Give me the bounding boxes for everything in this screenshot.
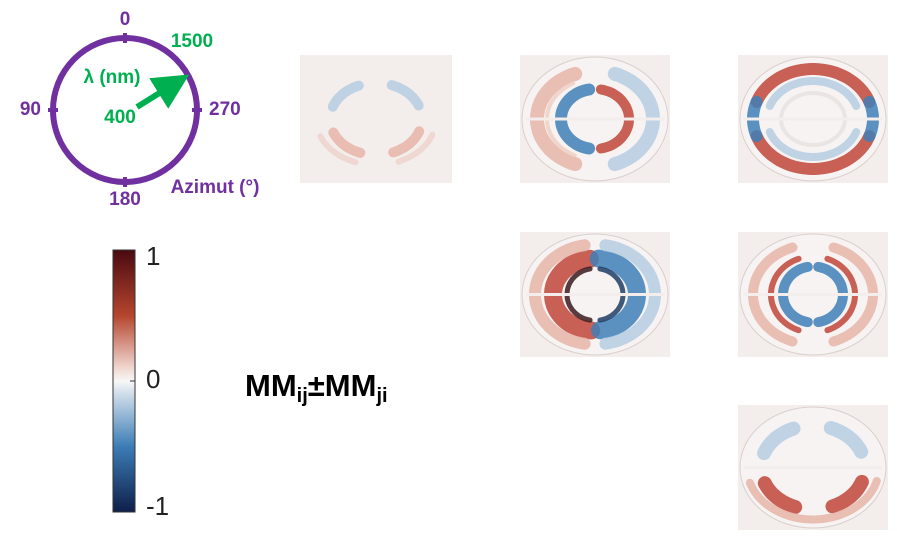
- azimuth-label: 0: [120, 9, 131, 30]
- azimuth-label: 270: [209, 99, 241, 120]
- azimuth-label: 180: [109, 189, 141, 210]
- heatmap-lobe: [327, 80, 364, 112]
- heatmap-lobe: [765, 128, 861, 161]
- heatmap-lobe: [745, 477, 881, 524]
- colorbar-label: 1: [146, 241, 160, 271]
- wavelength-start: 400: [104, 107, 136, 128]
- heatmap-lobe: [765, 77, 861, 110]
- colorbar-label: 0: [146, 364, 160, 394]
- heatmap-lobe: [750, 63, 876, 108]
- label-mid: ±MM: [308, 368, 377, 403]
- colorbar-label: -1: [146, 491, 169, 521]
- heatmap-panel: [738, 232, 888, 357]
- label-sub: ji: [375, 385, 387, 407]
- heatmap-panel: [738, 405, 888, 530]
- wavelength-title: λ (nm): [84, 67, 141, 88]
- azimuth-label: 90: [20, 99, 41, 120]
- heatmap-panel: [520, 55, 670, 183]
- heatmap-lobe: [750, 130, 876, 175]
- heatmap-lobe: [328, 127, 366, 158]
- heatmap-lobe: [388, 126, 425, 158]
- azimuth-title: Azimut (°): [171, 177, 260, 198]
- heatmap-panel: [738, 55, 888, 183]
- heatmap-lobe: [317, 133, 359, 166]
- heatmap-lobe: [757, 421, 801, 461]
- heatmap-lobe: [386, 80, 424, 111]
- heatmap-lobe: [757, 476, 803, 514]
- wavelength-end: 1500: [171, 31, 213, 52]
- heatmap-panel: [520, 232, 670, 357]
- heatmap-lobe: [395, 131, 436, 165]
- heatmap-panel: [300, 55, 452, 183]
- heatmap-lobe: [825, 474, 869, 514]
- wavelength-arrow: [135, 74, 190, 110]
- label-sub: ij: [297, 385, 308, 407]
- label-main: MM: [245, 368, 297, 403]
- heatmap-lobe: [823, 421, 869, 459]
- panel-label: MMij±MMji: [245, 368, 388, 407]
